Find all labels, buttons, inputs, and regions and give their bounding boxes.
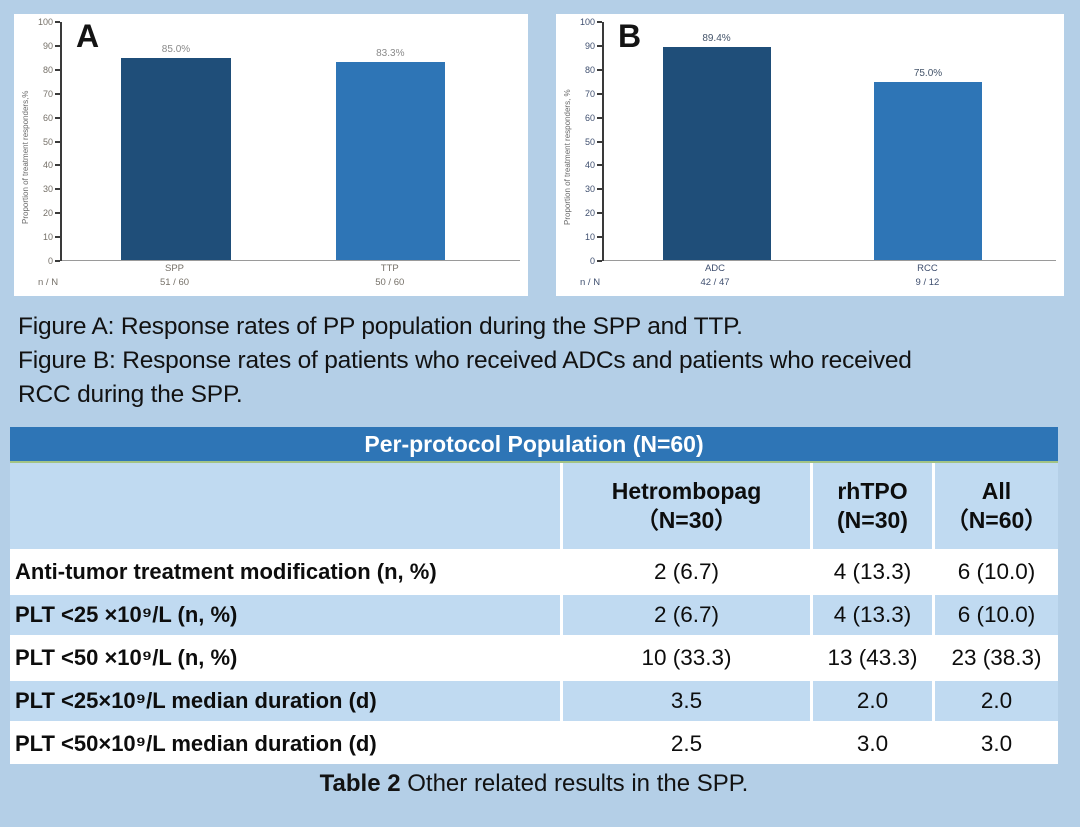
y-tick-100: 100 xyxy=(580,17,602,27)
x-axis-category-labels: ADC RCC xyxy=(602,261,1054,275)
x-category-label: TTP xyxy=(380,263,399,274)
y-tick-0: 0 xyxy=(48,256,60,266)
row-label: PLT <25×10⁹/L median duration (d) xyxy=(10,681,560,722)
y-tick-0: 0 xyxy=(590,256,602,266)
figure-b-caption: Figure B: Response rates of patients who… xyxy=(18,346,912,408)
bar-SPP: 85.0% xyxy=(121,44,231,261)
y-tick-10: 10 xyxy=(585,232,602,242)
y-tick-20: 20 xyxy=(43,208,60,218)
y-axis: 100 90 80 70 60 50 40 30 20 10 0 xyxy=(575,17,602,266)
n-over-N-value: 42 / 47 xyxy=(700,277,730,288)
cell-value: 3.0 xyxy=(935,724,1058,765)
panel-letter: B xyxy=(618,18,642,54)
n-over-N-value: 51 / 60 xyxy=(159,277,190,288)
x-category-label: RCC xyxy=(917,263,938,274)
y-tick-80: 80 xyxy=(585,65,602,75)
column-header-0: Hetrombopag （N=30） xyxy=(563,463,810,550)
y-tick-80: 80 xyxy=(43,65,60,75)
row-label: PLT <25 ×10⁹/L (n, %) xyxy=(10,595,560,636)
cell-value: 4 (13.3) xyxy=(813,552,932,593)
cell-value: 4 (13.3) xyxy=(813,595,932,636)
bar-value-label: 83.3% xyxy=(376,47,405,59)
cell-value: 6 (10.0) xyxy=(935,552,1058,593)
column-header-empty xyxy=(10,463,560,550)
table-caption-number: Table 2 xyxy=(319,770,401,798)
n-over-N-row: n / N 51 / 60 50 / 60 xyxy=(38,275,518,292)
y-tick-70: 70 xyxy=(43,89,60,99)
y-tick-70: 70 xyxy=(585,89,602,99)
y-tick-30: 30 xyxy=(43,184,60,194)
row-label: PLT <50 ×10⁹/L (n, %) xyxy=(10,638,560,679)
row-label: Anti-tumor treatment modification (n, %) xyxy=(10,552,560,593)
y-tick-40: 40 xyxy=(585,160,602,170)
cell-value: 2 (6.7) xyxy=(563,595,810,636)
chart-panel-b: Proportion of treatment responders, % 10… xyxy=(556,14,1064,296)
cell-value: 2.0 xyxy=(813,681,932,722)
y-tick-60: 60 xyxy=(585,113,602,123)
cell-value: 2.0 xyxy=(935,681,1058,722)
cell-value: 10 (33.3) xyxy=(563,638,810,679)
n-over-N-row: n / N 42 / 47 9 / 12 xyxy=(580,275,1054,292)
bar-ADC: 89.4% xyxy=(662,33,771,261)
cell-value: 2.5 xyxy=(563,724,810,765)
bar-RCC: 75.0% xyxy=(874,68,982,261)
results-table: Per-protocol Population (N=60) Hetrombop… xyxy=(10,427,1058,765)
y-tick-90: 90 xyxy=(585,41,602,51)
table-caption-text: Other related results in the SPP. xyxy=(400,770,749,798)
y-tick-90: 90 xyxy=(43,41,60,51)
bar-value-label: 85.0% xyxy=(161,43,191,55)
n-over-N-value: 9 / 12 xyxy=(915,277,940,288)
y-axis: 100 90 80 70 60 50 40 30 20 10 0 xyxy=(33,17,60,266)
x-axis-category-labels: SPP TTP xyxy=(60,261,518,275)
cell-value: 6 (10.0) xyxy=(935,595,1058,636)
table-grid: Hetrombopag （N=30） rhTPO (N=30) All （N=60）… xyxy=(10,463,1058,765)
n-over-N-label: n / N xyxy=(38,277,59,288)
cell-value: 2 (6.7) xyxy=(563,552,810,593)
n-over-N-value: 50 / 60 xyxy=(375,277,405,288)
y-axis-label: Proportion of treatment responders, % xyxy=(563,89,572,225)
chart-panel-a: Proportion of treatment responders,% 100… xyxy=(14,14,528,296)
bar-value-label: 75.0% xyxy=(913,67,943,79)
cell-value: 13 (43.3) xyxy=(813,638,932,679)
y-tick-50: 50 xyxy=(585,137,602,147)
bar-TTP: 83.3% xyxy=(335,48,446,261)
y-axis-label: Proportion of treatment responders,% xyxy=(21,90,30,224)
x-category-label: ADC xyxy=(704,263,726,274)
column-header-1: rhTPO (N=30) xyxy=(813,463,932,550)
cell-value: 3.0 xyxy=(813,724,932,765)
y-tick-50: 50 xyxy=(43,137,60,147)
row-label: PLT <50×10⁹/L median duration (d) xyxy=(10,724,560,765)
column-header-2: All （N=60） xyxy=(935,463,1058,550)
bar-value-label: 89.4% xyxy=(702,33,731,45)
cell-value: 3.5 xyxy=(563,681,810,722)
x-category-label: SPP xyxy=(164,263,185,274)
table-title-banner: Per-protocol Population (N=60) xyxy=(10,427,1058,464)
panel-letter: A xyxy=(76,18,100,54)
plot-area: A 85.0% 83.3% xyxy=(60,18,520,261)
y-tick-60: 60 xyxy=(43,113,60,123)
y-tick-40: 40 xyxy=(43,160,60,170)
y-tick-20: 20 xyxy=(585,208,602,218)
y-tick-30: 30 xyxy=(585,184,602,194)
charts-row: Proportion of treatment responders,% 100… xyxy=(0,0,1080,296)
plot-area: B 89.4% 75.0% xyxy=(602,18,1056,261)
cell-value: 23 (38.3) xyxy=(935,638,1058,679)
n-over-N-label: n / N xyxy=(580,277,601,288)
figure-a-caption: Figure A: Response rates of PP populatio… xyxy=(18,313,743,340)
table-caption: Table 2 Other related results in the SPP… xyxy=(10,764,1058,798)
figure-captions: Figure A: Response rates of PP populatio… xyxy=(0,296,952,411)
y-tick-100: 100 xyxy=(38,17,60,27)
y-tick-10: 10 xyxy=(43,232,60,242)
